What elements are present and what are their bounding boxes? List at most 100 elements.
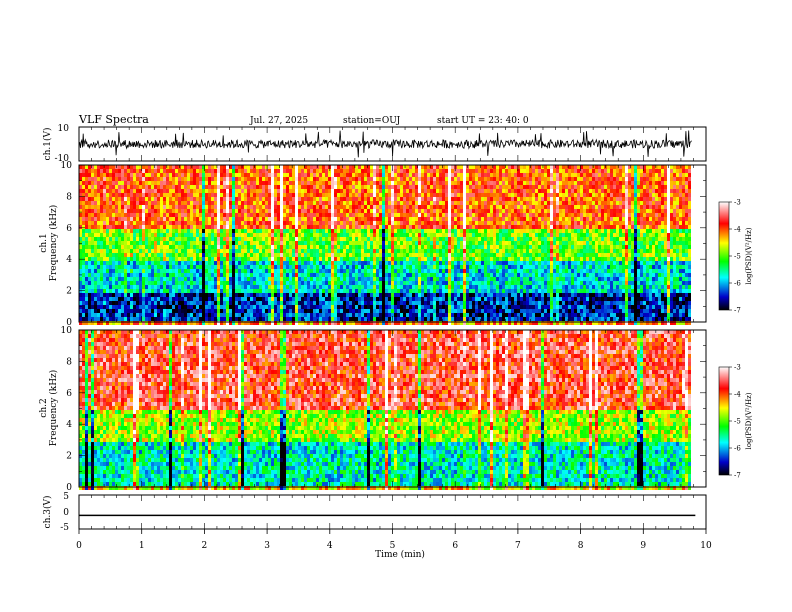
spectrogram-cell — [259, 197, 262, 201]
spectrogram-cell — [412, 269, 415, 273]
spectrogram-cell — [244, 241, 247, 245]
spectrogram-cell — [187, 185, 190, 189]
spectrogram-cell — [448, 309, 451, 313]
spectrogram-cell — [232, 285, 235, 289]
spectrogram-cell — [310, 233, 313, 237]
spectrogram-cell — [298, 165, 301, 169]
spectrogram-cell — [217, 165, 220, 169]
spectrogram-cell — [190, 221, 193, 225]
spectrogram-cell — [409, 221, 412, 225]
spectrogram-cell — [157, 233, 160, 237]
spectrogram-cell — [136, 173, 139, 177]
spectrogram-cell — [400, 277, 403, 281]
spectrogram-cell — [271, 237, 274, 241]
spectrogram-cell — [148, 241, 151, 245]
spectrogram-cell — [289, 297, 292, 301]
spectrogram-cell — [451, 221, 454, 225]
spectrogram-cell — [433, 217, 436, 221]
spectrogram-cell — [412, 217, 415, 221]
spectrogram-cell — [373, 205, 376, 209]
spectrogram-cell — [361, 273, 364, 277]
spectrogram-cell — [190, 321, 193, 325]
spectrogram-cell — [388, 173, 391, 177]
spectrogram-cell — [328, 281, 331, 285]
spectrogram-cell — [385, 229, 388, 233]
spectrogram-cell — [346, 285, 349, 289]
spectrogram-cell — [127, 185, 130, 189]
spectrogram-cell — [160, 249, 163, 253]
spectrogram-cell — [121, 169, 124, 173]
spectrogram-cell — [214, 209, 217, 213]
spectrogram-cell — [367, 301, 370, 305]
spectrogram-cell — [412, 225, 415, 229]
spectrogram-cell — [79, 165, 82, 169]
spectrogram-cell — [175, 189, 178, 193]
spectrogram-cell — [418, 225, 421, 229]
spectrogram-cell — [307, 197, 310, 201]
spectrogram-cell — [211, 229, 214, 233]
spectrogram-cell — [199, 237, 202, 241]
spectrogram-cell — [226, 237, 229, 241]
spectrogram-cell — [382, 257, 385, 261]
spectrogram-cell — [181, 201, 184, 205]
spectrogram-cell — [217, 277, 220, 281]
spectrogram-cell — [280, 193, 283, 197]
spectrogram-cell — [205, 305, 208, 309]
spectrogram-cell — [172, 185, 175, 189]
spectrogram-cell — [439, 185, 442, 189]
spectrogram-cell — [430, 221, 433, 225]
spectrogram-cell — [247, 197, 250, 201]
spectrogram-cell — [103, 213, 106, 217]
spectrogram-cell — [196, 209, 199, 213]
spectrogram-cell — [442, 273, 445, 277]
spectrogram-cell — [124, 181, 127, 185]
spectrogram-cell — [319, 317, 322, 321]
spectrogram-cell — [178, 313, 181, 317]
spectrogram-cell — [424, 213, 427, 217]
spectrogram-cell — [367, 317, 370, 321]
spectrogram-cell — [208, 281, 211, 285]
spectrogram-cell — [112, 185, 115, 189]
spectrogram-cell — [133, 209, 136, 213]
spectrogram-cell — [148, 257, 151, 261]
spectrogram-cell — [169, 273, 172, 277]
spectrogram-cell — [307, 241, 310, 245]
spectrogram-cell — [442, 245, 445, 249]
spectrogram-cell — [382, 277, 385, 281]
spectrogram-cell — [424, 249, 427, 253]
spectrogram-cell — [259, 309, 262, 313]
spectrogram-cell — [277, 209, 280, 213]
spectrogram-cell — [409, 217, 412, 221]
spectrogram-cell — [217, 185, 220, 189]
spectrogram-cell — [451, 233, 454, 237]
spectrogram-cell — [160, 213, 163, 217]
spectrogram-cell — [385, 197, 388, 201]
spectrogram-cell — [304, 205, 307, 209]
spectrogram-cell — [442, 305, 445, 309]
spectrogram-cell — [109, 265, 112, 269]
spectrogram-cell — [445, 173, 448, 177]
spectrogram-cell — [331, 289, 334, 293]
spectrogram-cell — [127, 233, 130, 237]
spectrogram-cell — [106, 261, 109, 265]
spectrogram-cell — [433, 269, 436, 273]
spectrogram-cell — [301, 249, 304, 253]
spectrogram-cell — [271, 233, 274, 237]
spectrogram-cell — [244, 297, 247, 301]
spectrogram-cell — [283, 177, 286, 181]
spectrogram-cell — [412, 177, 415, 181]
spectrogram-cell — [286, 177, 289, 181]
spectrogram-cell — [364, 237, 367, 241]
spectrogram-cell — [169, 237, 172, 241]
spectrogram-cell — [187, 285, 190, 289]
spectrogram-cell — [256, 217, 259, 221]
spectrogram-cell — [310, 173, 313, 177]
spectrogram-cell — [205, 205, 208, 209]
spectrogram-cell — [115, 237, 118, 241]
spectrogram-cell — [115, 321, 118, 325]
spectrogram-cell — [238, 209, 241, 213]
spectrogram-cell — [187, 217, 190, 221]
spectrogram-cell — [376, 209, 379, 213]
spectrogram-cell — [178, 305, 181, 309]
spectrogram-cell — [247, 305, 250, 309]
